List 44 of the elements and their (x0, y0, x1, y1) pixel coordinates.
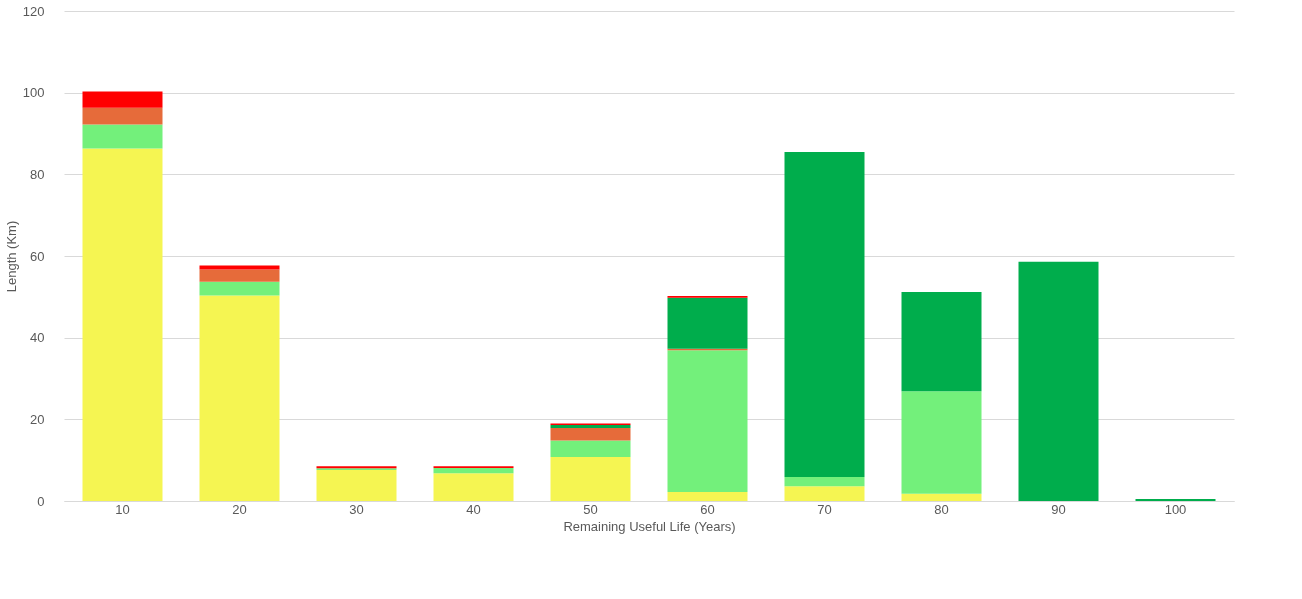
bar (550, 440, 631, 457)
x-tick-label: 70 (817, 501, 832, 517)
bar (82, 124, 163, 149)
bar (667, 492, 748, 501)
bar (550, 456, 631, 501)
y-tick-label: 120 (22, 3, 45, 19)
bar (550, 427, 631, 441)
y-tick-label: 100 (22, 85, 45, 101)
x-tick-label: 90 (1051, 501, 1066, 517)
x-tick-label: 50 (583, 501, 598, 517)
y-tick-label: 80 (30, 166, 45, 182)
bar (667, 350, 748, 493)
y-tick-label: 40 (30, 330, 45, 346)
bar (784, 476, 865, 487)
x-tick-label: 80 (934, 501, 949, 517)
bar (199, 295, 280, 501)
x-tick-label: 20 (232, 501, 247, 517)
bar (433, 473, 514, 501)
bar (199, 269, 280, 282)
bar (82, 107, 163, 125)
bar (82, 91, 163, 108)
bar (199, 281, 280, 296)
x-tick-label: 30 (349, 501, 364, 517)
y-tick-label: 20 (30, 411, 45, 427)
bar (901, 493, 982, 501)
bar (1018, 261, 1099, 501)
bar (901, 391, 982, 494)
bar (784, 151, 865, 477)
x-tick-label: 40 (466, 501, 481, 517)
bar (901, 291, 982, 392)
bar (316, 469, 397, 501)
bar (199, 265, 280, 270)
x-axis-title: Remaining Useful Life (Years) (563, 518, 736, 534)
bar (433, 467, 514, 474)
y-axis-title: Length (Km) (3, 220, 19, 293)
y-tick-label: 60 (30, 248, 45, 264)
bar (667, 297, 748, 349)
bar (784, 486, 865, 501)
x-tick-label: 60 (700, 501, 715, 517)
x-tick-label: 100 (1164, 501, 1187, 517)
y-tick-label: 0 (37, 493, 45, 509)
x-tick-label: 10 (115, 501, 130, 517)
bar (82, 148, 163, 501)
bar (1135, 498, 1216, 501)
